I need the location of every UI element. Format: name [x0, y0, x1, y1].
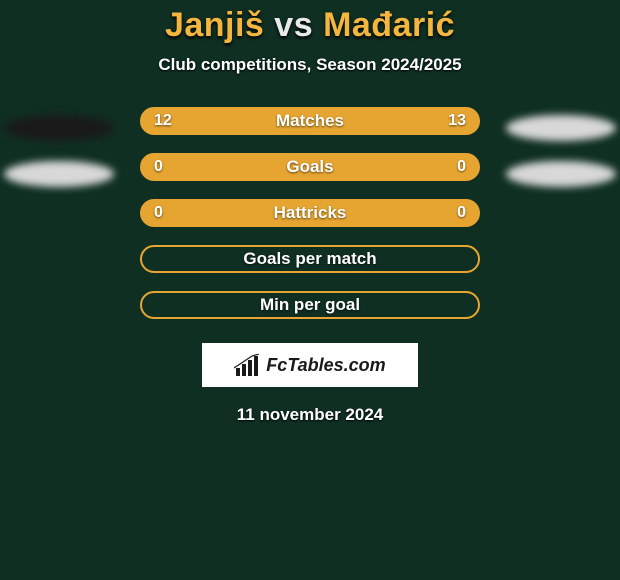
stat-label: Goals: [142, 155, 478, 179]
stat-value-right: 0: [457, 155, 466, 179]
stat-value-right: 13: [448, 109, 466, 133]
bar-shadow-right: [506, 161, 616, 187]
stat-value-left: 0: [154, 155, 163, 179]
stat-pill: Goals0 0: [140, 153, 480, 181]
stat-value-right: 0: [457, 201, 466, 225]
page-title: Janjiš vs Mađarić: [0, 6, 620, 45]
vs-separator: vs: [274, 6, 313, 44]
stat-row: Goals0 0: [0, 153, 620, 181]
stat-pill: Matches12 13: [140, 107, 480, 135]
player2-name: Mađarić: [323, 6, 455, 44]
stat-row: Min per goal: [0, 291, 620, 319]
bar-shadow-right: [506, 115, 616, 141]
player1-name: Janjiš: [165, 6, 264, 44]
logo-text: FcTables.com: [266, 355, 385, 376]
stat-pill: Goals per match: [140, 245, 480, 273]
stat-row: Matches12 13: [0, 107, 620, 135]
stat-label: Matches: [142, 109, 478, 133]
bar-shadow-left: [4, 115, 114, 141]
stat-row: Hattricks0 0: [0, 199, 620, 227]
stat-label: Goals per match: [142, 247, 478, 271]
bar-shadow-left: [4, 161, 114, 187]
stat-value-left: 0: [154, 201, 163, 225]
stats-list: Matches1213Goals00Hattricks00Goals per m…: [0, 107, 620, 319]
stat-row: Goals per match: [0, 245, 620, 273]
date-line: 11 november 2024: [0, 405, 620, 425]
logo-prefix: Fc: [266, 355, 287, 375]
comparison-card: Janjiš vs Mađarić Club competitions, Sea…: [0, 0, 620, 580]
logo-main: Tables.com: [287, 355, 385, 375]
stat-pill: Hattricks0 0: [140, 199, 480, 227]
subtitle: Club competitions, Season 2024/2025: [0, 55, 620, 75]
fctables-logo: FcTables.com: [202, 343, 418, 387]
stat-value-left: 12: [154, 109, 172, 133]
bar-chart-icon: [234, 354, 260, 376]
stat-label: Min per goal: [142, 293, 478, 317]
stat-pill: Min per goal: [140, 291, 480, 319]
stat-label: Hattricks: [142, 201, 478, 225]
